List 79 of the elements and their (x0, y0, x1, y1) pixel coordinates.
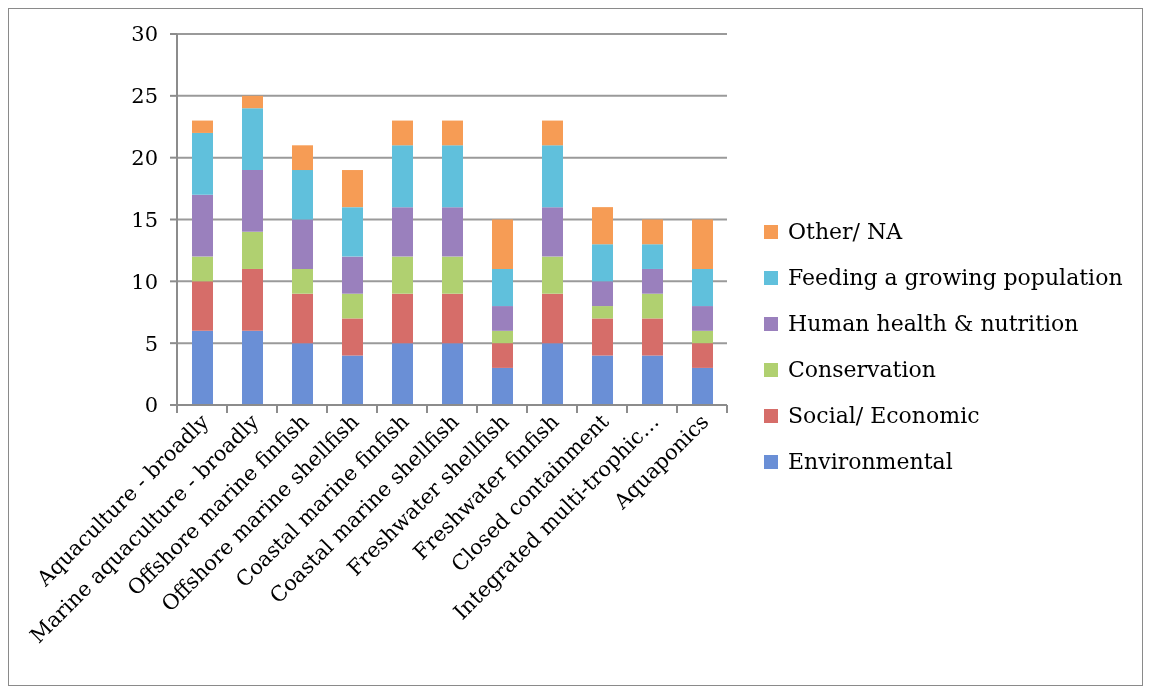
bar (592, 355, 613, 405)
bar (592, 281, 613, 307)
y-tick-label: 0 (144, 393, 158, 418)
bar (492, 219, 513, 269)
bar (592, 207, 613, 245)
bar (192, 330, 213, 405)
bar (392, 145, 413, 208)
bar (492, 268, 513, 307)
bar (442, 207, 463, 257)
bar (242, 108, 263, 171)
bar (492, 367, 513, 405)
bar (342, 293, 363, 319)
bar (292, 293, 313, 344)
y-tick-label: 15 (131, 207, 158, 232)
bar (242, 231, 263, 269)
bar (392, 256, 413, 294)
bar (392, 207, 413, 257)
bar (392, 293, 413, 344)
bar (442, 256, 463, 294)
legend-label: Environmental (788, 448, 953, 476)
bar (292, 170, 313, 220)
bar (692, 268, 713, 307)
bar (492, 330, 513, 344)
bar (642, 355, 663, 405)
bar (692, 367, 713, 405)
bar (342, 256, 363, 294)
legend-label: Human health & nutrition (788, 310, 1079, 338)
bar (642, 244, 663, 269)
bar (192, 256, 213, 282)
bar (342, 170, 363, 208)
bar (242, 95, 263, 109)
bar (542, 120, 563, 146)
bar (492, 343, 513, 368)
bar (642, 219, 663, 245)
legend-label: Conservation (788, 356, 936, 384)
bar (692, 306, 713, 331)
bar (342, 318, 363, 356)
bar (542, 343, 563, 405)
y-tick-label: 5 (144, 331, 158, 356)
bar (442, 120, 463, 146)
bar (392, 120, 413, 146)
bar (342, 355, 363, 405)
bar (592, 318, 613, 356)
bar (292, 145, 313, 171)
y-tick-label: 30 (131, 22, 158, 47)
legend-label: Feeding a growing population (788, 264, 1123, 292)
bar (592, 244, 613, 282)
y-tick-label: 25 (131, 84, 158, 109)
bar (442, 293, 463, 344)
bar (592, 306, 613, 319)
bar (292, 219, 313, 269)
bar (192, 281, 213, 331)
bar (192, 194, 213, 257)
bar (192, 132, 213, 195)
bar (442, 145, 463, 208)
bar (292, 268, 313, 294)
bar (342, 207, 363, 257)
bar (192, 120, 213, 133)
bar (242, 268, 263, 331)
bar (692, 219, 713, 269)
bar (642, 293, 663, 319)
bar (542, 256, 563, 294)
bar (242, 170, 263, 232)
y-tick-label: 10 (131, 269, 158, 294)
bar (492, 306, 513, 331)
bar (542, 293, 563, 344)
bar (242, 330, 263, 405)
bar (292, 343, 313, 405)
legend-label: Social/ Economic (788, 402, 980, 430)
bar (442, 343, 463, 405)
bar (692, 330, 713, 344)
bar (642, 268, 663, 294)
legend-label: Other/ NA (788, 218, 903, 246)
bar (692, 343, 713, 368)
bar (392, 343, 413, 405)
bar (542, 145, 563, 208)
bar (542, 207, 563, 257)
bar (642, 318, 663, 356)
y-tick-label: 20 (131, 146, 158, 171)
